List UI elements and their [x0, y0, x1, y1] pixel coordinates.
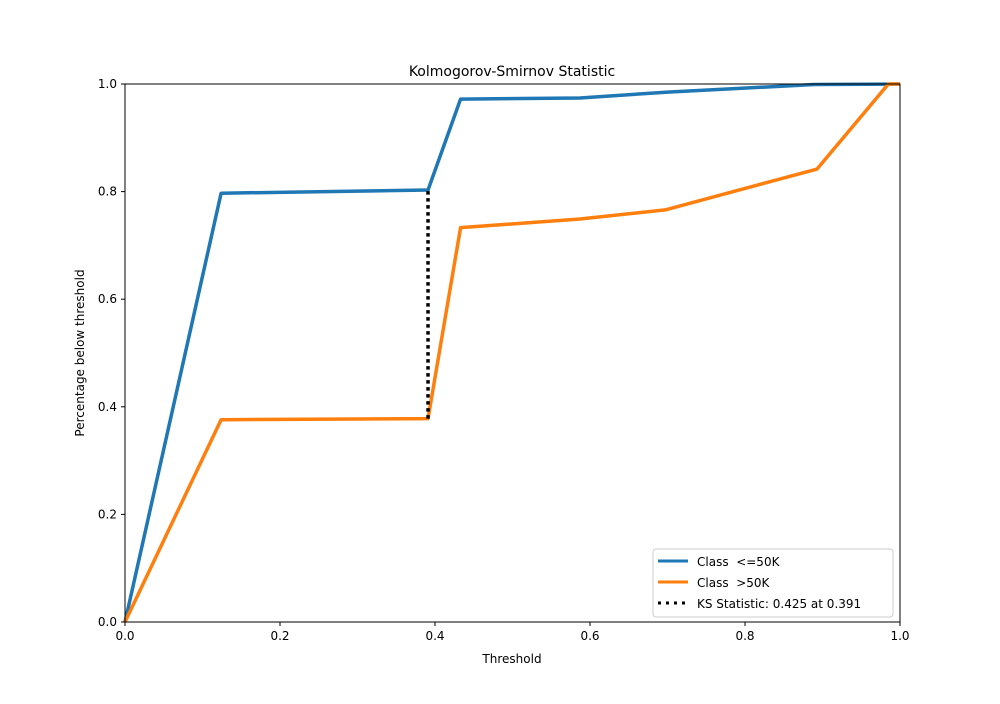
plot-area [123, 82, 901, 623]
legend-label-1: Class >50K [697, 576, 771, 590]
legend: Class <=50K Class >50K KS Statistic: 0.4… [652, 548, 894, 618]
x-tick-label: 1.0 [890, 629, 909, 643]
series-line-0 [123, 82, 901, 623]
legend-label-0: Class <=50K [697, 555, 781, 569]
series-line-1 [123, 82, 900, 623]
y-tick-label: 1.0 [98, 77, 117, 91]
y-axis-label: Percentage below threshold [73, 269, 87, 436]
legend-label-ks: KS Statistic: 0.425 at 0.391 [697, 597, 861, 611]
y-tick-label: 0.0 [98, 615, 117, 629]
chart-title: Kolmogorov-Smirnov Statistic [409, 64, 615, 80]
x-tick-label: 0.2 [270, 629, 289, 643]
x-tick-label: 0.6 [580, 629, 599, 643]
y-tick-label: 0.6 [98, 292, 117, 306]
y-tick-label: 0.8 [98, 185, 117, 199]
x-tick-label: 0.4 [425, 629, 444, 643]
x-tick-label: 0.8 [735, 629, 754, 643]
axes: 0.0 0.2 0.4 0.6 0.8 1.0 0.0 0.2 0.4 0.6 0.8 1.0 [98, 77, 910, 643]
y-tick-label: 0.2 [98, 507, 117, 521]
y-tick-label: 0.4 [98, 400, 117, 414]
x-tick-label: 0.0 [115, 629, 134, 643]
x-axis-label: Threshold [481, 652, 541, 666]
axes-frame [124, 83, 901, 623]
